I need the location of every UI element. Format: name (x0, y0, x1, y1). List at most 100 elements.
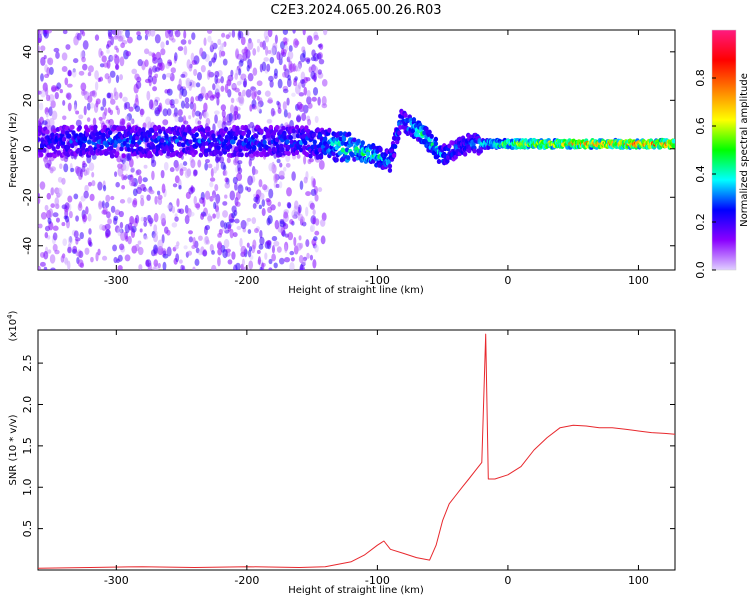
spectrogram-cell (252, 239, 257, 250)
spectrogram-cell (241, 89, 246, 97)
spectrogram-cell (245, 186, 249, 191)
spectrogram-cell (471, 141, 476, 147)
spectrogram-cell (218, 156, 225, 164)
spectrogram-cell (47, 217, 52, 225)
spectrogram-cell (215, 91, 221, 99)
spectrogram-cell (38, 44, 40, 54)
spectrogram-cell (207, 90, 213, 99)
spectrogram-cell (74, 237, 81, 242)
spectrogram-cell (185, 77, 191, 86)
spectrogram-cell (239, 58, 244, 63)
spectrogram-cell (54, 91, 59, 100)
spectrogram-cell (73, 230, 79, 239)
spectrogram-cell (254, 228, 259, 234)
spectrogram-cell (243, 78, 248, 88)
x-tick-label: 100 (628, 274, 649, 287)
spectrogram-cell (222, 248, 228, 259)
spectrogram-cell (125, 143, 131, 149)
spectrogram-cell (148, 216, 153, 222)
spectrogram-cell (318, 159, 325, 170)
spectrogram-cell (113, 87, 117, 97)
spectrogram-cell (193, 55, 200, 65)
spectrogram-cell (294, 200, 299, 210)
spectrogram-cell (55, 217, 61, 223)
spectrogram-cell (61, 222, 66, 227)
spectrogram-cell (396, 135, 401, 141)
spectrogram-cell (203, 111, 209, 119)
spectrogram-cell (54, 197, 60, 207)
spectrogram-cell (193, 102, 197, 113)
spectrogram-cell (311, 96, 317, 102)
spectrogram-cell (306, 252, 310, 259)
spectrogram-cell (236, 225, 242, 231)
spectrogram-cell (148, 51, 153, 56)
spectrogram-cell (107, 218, 112, 225)
spectrogram-cell (291, 92, 296, 97)
snr-panel: -300 -200 -100 0 100 0.5 1.0 1.5 2.0 2.5 Height o… (6, 310, 676, 596)
spectrogram-cell (259, 192, 265, 200)
spectrogram-cell (95, 100, 99, 108)
spectrogram-cell (70, 124, 75, 130)
spectrogram-cell (247, 249, 252, 258)
spectrogram-cell (203, 102, 208, 112)
spectrogram-cell (258, 204, 263, 210)
spectrogram-cell (211, 57, 217, 63)
spectrogram-cell (338, 131, 344, 137)
spectrogram-cell (82, 31, 86, 37)
spectrogram-cell (52, 225, 59, 231)
spectrogram-cell (271, 253, 276, 262)
spectrogram-cell (209, 243, 214, 253)
spectrogram-cell (198, 235, 203, 241)
spectrogram-cell (97, 77, 101, 83)
spectrogram-cell (387, 167, 393, 173)
spectrogram-cell (234, 182, 238, 191)
spectrogram-cell (240, 219, 247, 230)
spectrogram-cell (295, 63, 302, 72)
spectrogram-cell (62, 115, 67, 121)
spectrogram-cell (202, 197, 206, 208)
spectrogram-cell (317, 96, 321, 106)
spectrogram-cell (79, 231, 84, 240)
spectrogram-cell (194, 110, 201, 117)
spectrogram-cell (278, 170, 285, 178)
spectrogram-cell (218, 228, 223, 235)
spectrogram-cell (77, 203, 83, 211)
spectrogram-cell (67, 236, 73, 245)
spectrogram-cell (308, 153, 313, 159)
spectrogram-cell (127, 235, 132, 245)
spectrogram-cell (237, 68, 242, 76)
spectrogram-cell (48, 208, 54, 218)
spectrogram-cell (89, 193, 95, 202)
spectrogram-cell (288, 45, 293, 53)
spectrogram-cell (87, 181, 93, 187)
spectrogram-cell (240, 245, 247, 255)
spectrogram-cell (273, 262, 278, 269)
spectrogram-cell (321, 212, 327, 222)
spectrogram-cell (232, 176, 238, 185)
spectrogram-cell (152, 56, 158, 64)
spectrogram-cell (169, 143, 174, 149)
spectrogram-cell (78, 114, 84, 120)
spectrogram-cell (233, 105, 239, 116)
spectrogram-cell (194, 203, 201, 209)
spectrogram-cell (234, 87, 240, 93)
spectrogram-cell (153, 224, 158, 233)
spectrogram-cell (152, 266, 157, 270)
spectrogram-cell (227, 88, 232, 98)
spectrogram-cell (110, 35, 114, 46)
spectrogram-cell (98, 116, 103, 121)
spectrogram-cell (39, 102, 44, 111)
spectrogram-cell (312, 259, 317, 269)
snr-x-axis: -300 -200 -100 0 100 0.5 1.0 1.5 2.0 2.5 (21, 330, 675, 587)
spectrogram-cell (193, 149, 198, 155)
spectrogram-cell (247, 144, 253, 150)
spectrogram-cell (285, 162, 291, 168)
spectrogram-cell (75, 110, 80, 115)
spectrogram-cell (266, 239, 272, 246)
spectrogram-cell (102, 97, 107, 108)
spectrogram-cell (162, 250, 167, 256)
spectrogram-cell (259, 63, 263, 73)
spectrogram-cell (192, 236, 196, 247)
figure-title: C2E3.2024.065.00.26.R03 (270, 3, 441, 18)
